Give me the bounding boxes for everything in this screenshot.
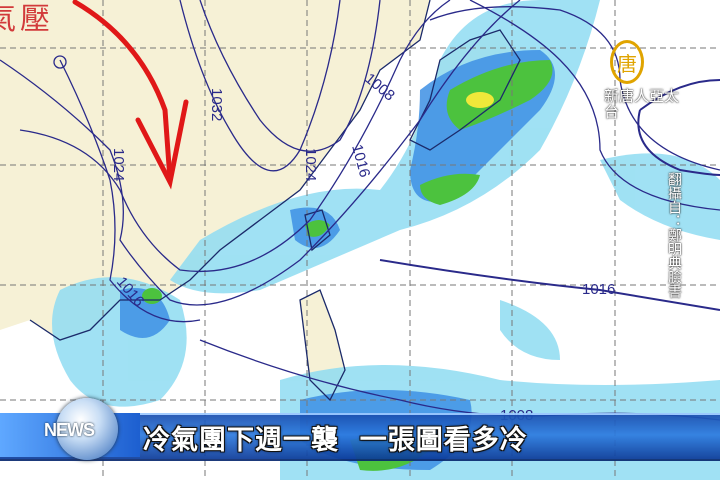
isobar-label: 1024 bbox=[110, 148, 127, 181]
high-pressure-annotation: 氣壓 bbox=[0, 2, 54, 37]
image-credit: 翻攝自：鄭明典臉書 bbox=[666, 172, 682, 298]
headline: 冷氣團下週一襲 一張圖看多冷 bbox=[143, 425, 528, 456]
isobar-label: 1032 bbox=[208, 88, 225, 121]
isobar-label: 1016 bbox=[582, 281, 615, 298]
channel-logo: 唐 新唐人亞太台 bbox=[604, 40, 684, 130]
channel-name: 新唐人亞太台 bbox=[604, 87, 680, 121]
news-logo: NEWS bbox=[44, 420, 95, 440]
globe-icon bbox=[56, 398, 118, 460]
precipitation-peak bbox=[466, 92, 494, 108]
isobar-label: 1024 bbox=[302, 148, 319, 181]
cold-air-arrow bbox=[72, 0, 189, 190]
channel-emblem: 唐 bbox=[610, 40, 644, 84]
